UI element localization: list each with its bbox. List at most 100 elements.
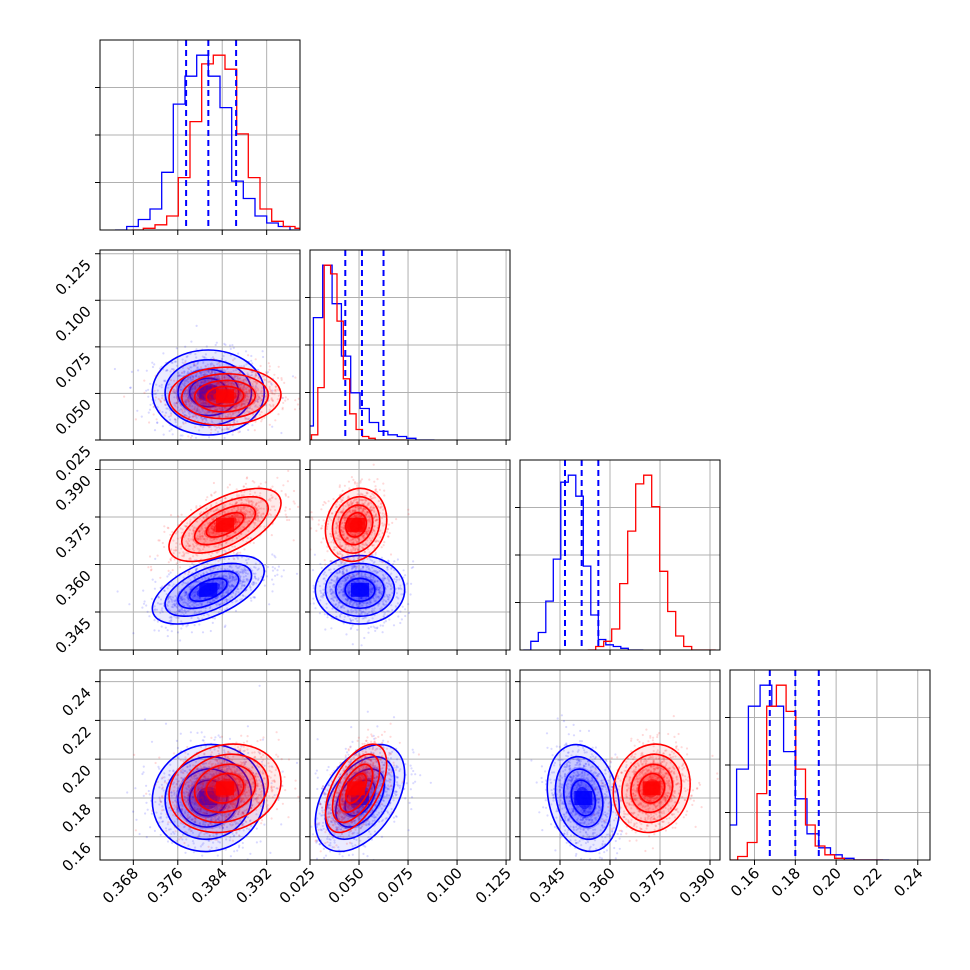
scatter-point bbox=[183, 601, 186, 604]
scatter-point bbox=[223, 601, 226, 604]
scatter-point bbox=[211, 532, 214, 535]
scatter-point bbox=[218, 426, 221, 429]
scatter-point bbox=[159, 611, 162, 614]
scatter-point bbox=[218, 603, 221, 607]
scatter-point bbox=[189, 396, 192, 399]
scatter-point bbox=[240, 404, 243, 407]
scatter-point bbox=[242, 568, 245, 571]
scatter-point bbox=[232, 557, 235, 560]
scatter-point bbox=[271, 569, 275, 572]
scatter-point bbox=[197, 538, 200, 541]
scatter-point bbox=[400, 618, 403, 621]
contour-series-0 bbox=[151, 554, 266, 625]
scatter-point bbox=[225, 386, 228, 390]
scatter-point bbox=[244, 399, 248, 402]
scatter-point bbox=[180, 598, 183, 602]
scatter-point bbox=[196, 407, 199, 410]
scatter-point bbox=[192, 591, 195, 594]
scatter-point bbox=[199, 549, 202, 552]
scatter-point bbox=[249, 500, 252, 503]
scatter-point bbox=[141, 606, 144, 609]
scatter-point bbox=[228, 584, 231, 587]
scatter-point bbox=[223, 436, 226, 440]
scatter-point bbox=[338, 570, 342, 574]
scatter-point bbox=[189, 528, 192, 532]
scatter-point bbox=[221, 381, 224, 384]
scatter-point bbox=[207, 370, 210, 373]
scatter-point bbox=[254, 562, 257, 565]
scatter-point bbox=[345, 568, 348, 571]
scatter-point bbox=[348, 589, 351, 593]
scatter-point bbox=[149, 403, 152, 406]
scatter-point bbox=[330, 597, 333, 600]
scatter-point bbox=[185, 582, 188, 585]
scatter-point bbox=[266, 565, 270, 569]
scatter-point bbox=[184, 611, 187, 615]
scatter-point bbox=[202, 450, 204, 452]
scatter-point bbox=[203, 597, 206, 600]
scatter-point bbox=[157, 539, 160, 542]
scatter-point bbox=[340, 605, 343, 608]
scatter-point bbox=[193, 385, 197, 388]
contour-series-1 bbox=[205, 385, 245, 407]
scatter-point bbox=[210, 428, 213, 431]
scatter-point bbox=[245, 509, 248, 512]
scatter-point bbox=[166, 575, 169, 578]
scatter-point bbox=[151, 365, 155, 369]
scatter-point bbox=[254, 374, 257, 377]
scatter-point bbox=[200, 604, 203, 607]
scatter-point bbox=[212, 532, 215, 535]
scatter-point bbox=[192, 473, 194, 475]
scatter-point bbox=[202, 373, 205, 376]
scatter-point bbox=[249, 493, 252, 496]
scatter-point bbox=[240, 393, 243, 396]
scatter-point bbox=[245, 363, 248, 366]
scatter-point bbox=[273, 393, 276, 396]
scatter-point bbox=[383, 621, 386, 624]
scatter-point bbox=[166, 383, 169, 386]
scatter-point bbox=[163, 414, 167, 417]
scatter-point bbox=[185, 414, 188, 418]
scatter-point bbox=[348, 602, 352, 606]
scatter-point bbox=[395, 596, 398, 599]
scatter-point bbox=[225, 590, 228, 593]
scatter-point bbox=[257, 514, 260, 517]
scatter-point bbox=[224, 343, 227, 346]
scatter-point bbox=[194, 589, 197, 592]
scatter-point bbox=[167, 601, 170, 604]
scatter-point bbox=[199, 598, 202, 601]
scatter-point bbox=[202, 572, 205, 575]
scatter-point bbox=[229, 354, 232, 357]
scatter-point bbox=[182, 555, 185, 558]
scatter-point bbox=[187, 604, 190, 607]
scatter-point bbox=[404, 614, 407, 618]
scatter-point bbox=[318, 612, 321, 615]
scatter-point bbox=[129, 386, 132, 389]
scatter-point bbox=[238, 377, 241, 380]
scatter-point bbox=[244, 387, 247, 390]
scatter-point bbox=[184, 398, 187, 402]
scatter-point bbox=[214, 389, 217, 392]
scatter-point bbox=[187, 411, 190, 414]
scatter-point bbox=[198, 550, 201, 553]
scatter-point bbox=[259, 492, 262, 495]
scatter-point bbox=[203, 387, 206, 390]
scatter-point bbox=[263, 387, 266, 390]
scatter-point bbox=[175, 612, 178, 615]
scatter-point bbox=[198, 535, 201, 538]
scatter-point bbox=[304, 484, 306, 486]
scatter-point bbox=[232, 591, 235, 595]
scatter-point bbox=[236, 587, 239, 591]
scatter-point bbox=[226, 428, 229, 431]
scatter-point bbox=[232, 421, 235, 424]
scatter-point bbox=[175, 606, 178, 609]
scatter-point bbox=[169, 514, 173, 517]
scatter-point bbox=[147, 395, 150, 398]
scatter-point bbox=[214, 574, 217, 577]
scatter-point bbox=[251, 413, 254, 416]
scatter-point bbox=[229, 597, 232, 600]
scatter-point bbox=[185, 392, 188, 395]
scatter-point bbox=[212, 575, 215, 579]
scatter-point bbox=[242, 379, 245, 382]
scatter-point bbox=[241, 594, 244, 597]
